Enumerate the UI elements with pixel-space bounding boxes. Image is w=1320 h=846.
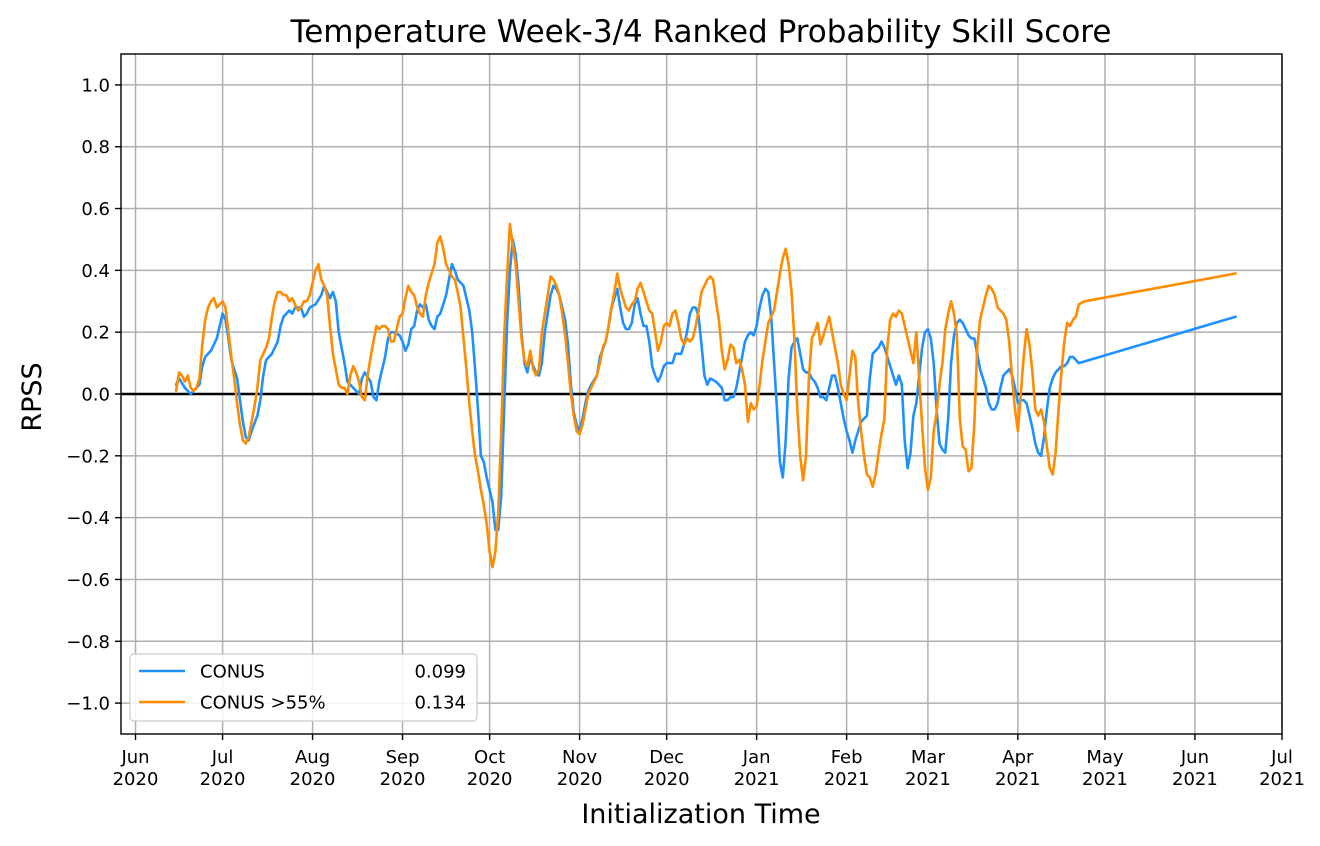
x-tick-label-line: Aug [295,747,330,768]
y-tick-label: 0.2 [81,323,110,344]
x-tick-label-line: 2020 [290,769,336,790]
x-tick-label-line: May [1086,747,1124,768]
legend-value: 0.099 [414,662,466,683]
series-line [174,222,1237,569]
chart-title: Temperature Week-3/4 Ranked Probability … [290,14,1112,50]
x-tick-label-line: 2021 [1259,769,1305,790]
x-tick-label-line: Nov [562,747,597,768]
y-tick-label: 1.0 [81,75,110,96]
x-tick-label-line: Apr [1002,747,1034,768]
x-tick-label-line: 2020 [380,769,426,790]
legend-label: CONUS [200,662,265,683]
x-tick-label-line: Mar [911,747,946,768]
x-tick-label: Jan 2021 [734,747,780,790]
x-tick-label-line: 2021 [1172,769,1218,790]
y-tick-label: 0.4 [81,261,110,282]
x-tick-label-line: 2021 [824,769,870,790]
x-tick-label-line: Dec [649,747,684,768]
y-tick-label: −0.8 [66,632,110,653]
y-tick-label: −0.4 [66,508,110,529]
x-tick-label-line: 2020 [644,769,690,790]
x-tick-label-line: 2020 [200,769,246,790]
x-tick-label-line: 2021 [1082,769,1128,790]
x-tick-label: Jul 2020 [200,747,246,790]
legend-label: CONUS >55% [200,693,326,714]
y-tick-label: −0.6 [66,570,110,591]
legend-box [129,653,478,722]
y-tick-label: 0.0 [81,385,110,406]
x-tick-label: Oct 2020 [467,747,513,790]
x-tick-label: Feb 2021 [824,747,870,790]
x-tick-label-line: 2021 [995,769,1041,790]
x-tick-label-line: Feb [831,747,863,768]
x-tick-label-line: Jul [211,747,234,768]
y-tick-label: 0.8 [81,137,110,158]
x-tick-label: Sep 2020 [380,747,426,790]
y-axis-label: RPSS [17,362,48,431]
x-tick-label: Apr 2021 [995,747,1041,790]
x-tick-label: Nov 2020 [557,747,603,790]
x-tick-label-line: 2021 [734,769,780,790]
y-tick-label: −0.2 [66,446,110,467]
x-tick-label-line: Jul [1270,747,1293,768]
x-axis-label: Initialization Time [581,799,820,830]
x-tick-label: May 2021 [1082,747,1128,790]
y-tick-label: −1.0 [66,694,110,715]
series-line [174,238,1237,532]
x-tick-label: Mar 2021 [905,747,951,790]
legend: CONUS 0.099 CONUS >55% 0.134 [129,653,478,722]
x-tick-label: Jun 2021 [1172,747,1218,790]
x-tick-label: Dec 2020 [644,747,690,790]
series-group [174,222,1237,569]
x-tick-label: Aug 2020 [290,747,336,790]
x-tick-label: Jun 2020 [113,747,159,790]
x-tick-label-line: 2020 [467,769,513,790]
x-tick-label-line: 2020 [113,769,159,790]
legend-value: 0.134 [414,693,466,714]
y-axis: 1.0 0.8 0.6 0.4 0.2 0.0 −0.2 −0.4 −0.6 −0.8 −1.0 [66,75,121,715]
x-tick-label-line: 2021 [905,769,951,790]
x-tick-label-line: 2020 [557,769,603,790]
x-tick-label-line: Jun [1180,747,1209,768]
x-tick-label-line: Jun [120,747,149,768]
x-tick-label-line: Jan [742,747,771,768]
x-tick-label-line: Sep [386,747,420,768]
x-tick-label: Jul 2021 [1259,747,1305,790]
x-tick-label-line: Oct [474,747,505,768]
y-tick-label: 0.6 [81,199,110,220]
